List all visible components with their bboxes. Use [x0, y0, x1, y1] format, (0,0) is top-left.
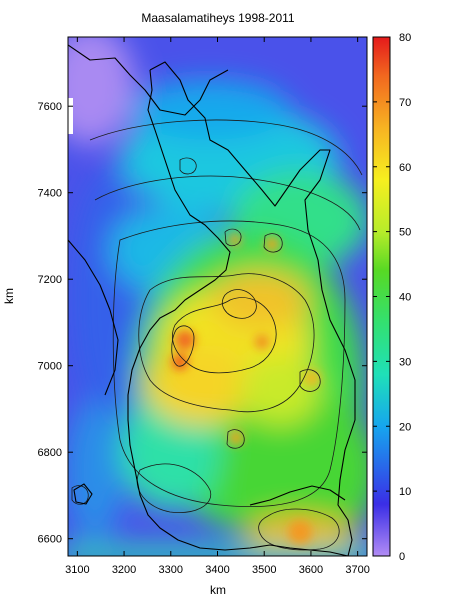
field-blob: [45, 25, 135, 145]
colorbar-tick-label: 30: [399, 356, 411, 368]
y-axis-label: km: [2, 288, 16, 304]
y-tick-label: 6800: [38, 447, 62, 459]
hotspot: [175, 330, 195, 350]
y-tick-label: 7000: [38, 361, 62, 373]
colorbar-tick-label: 40: [399, 292, 411, 304]
field-blob: [130, 80, 290, 140]
x-tick-label: 3400: [205, 564, 229, 576]
hotspot: [265, 237, 279, 251]
colorbar-tick-label: 80: [399, 32, 411, 44]
colorbar: 0 10 20 30 40 50 60 70 80: [373, 32, 411, 563]
y-tick-label: 7400: [38, 188, 62, 200]
x-tick-label: 3200: [112, 564, 136, 576]
chart-title: Maasalamatiheys 1998-2011: [141, 11, 295, 25]
x-tick-label: 3500: [252, 564, 276, 576]
colorbar-tick-label: 50: [399, 227, 411, 239]
field-blob: [65, 400, 125, 540]
hotspot: [288, 520, 312, 544]
field-blob: [210, 270, 310, 330]
field-blob: [240, 355, 320, 425]
colorbar-tick-label: 0: [399, 551, 405, 563]
hotspot: [229, 234, 241, 246]
y-tick-label: 6600: [38, 534, 62, 546]
hotspot: [255, 335, 269, 349]
no-data-patch: [68, 98, 73, 134]
field-blob: [60, 545, 380, 565]
colorbar-tick-label: 60: [399, 162, 411, 174]
x-tick-label: 3300: [159, 564, 183, 576]
x-tick-label: 3100: [65, 564, 89, 576]
hotspot: [229, 431, 243, 445]
x-axis-label: km: [210, 583, 226, 597]
y-tick-label: 7600: [38, 101, 62, 113]
x-tick-label: 3700: [345, 564, 369, 576]
y-tick-label: 7200: [38, 274, 62, 286]
colorbar-tick-label: 70: [399, 97, 411, 109]
field-blob: [145, 345, 255, 425]
plot-area: [45, 25, 380, 565]
colorbar-tick-label: 10: [399, 486, 411, 498]
colorbar-tick-label: 20: [399, 421, 411, 433]
x-tick-label: 3600: [299, 564, 323, 576]
